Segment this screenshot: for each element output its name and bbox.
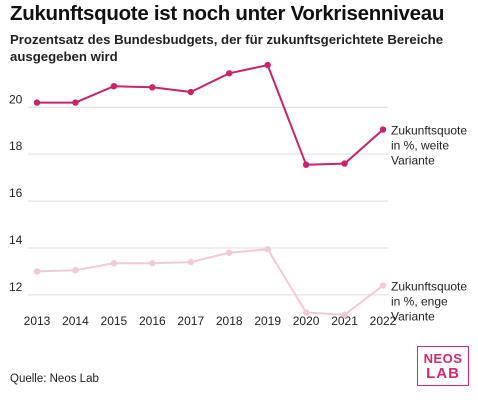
data-point [264,61,271,69]
data-point [302,309,310,316]
y-tick-label: 16 [9,186,23,200]
x-tick-label: 2016 [139,314,166,328]
data-point [226,249,233,256]
x-tick-label: 2020 [293,314,320,328]
series-line [36,248,384,316]
y-tick-label: 18 [9,139,23,153]
y-tick-label: 12 [9,280,23,294]
data-point [72,267,79,274]
data-point [341,311,348,319]
data-point [187,258,194,266]
series-label: Zukunftsquote [391,280,467,294]
y-tick-label: 14 [9,233,23,247]
data-point [226,70,233,77]
chart-subtitle: Prozentsatz des Bundesbudgets, der für z… [10,32,444,64]
logo-line-2: LAB [426,365,460,382]
series-label: in %, weite [391,139,449,153]
x-tick-label: 2022 [370,314,397,328]
data-point [302,161,310,168]
y-tick-label: 20 [9,92,23,106]
logo-line-1: NEOS [423,351,463,366]
x-tick-label: 2017 [177,314,204,328]
data-point [110,82,118,90]
series-label: Variante [391,310,435,324]
data-point [72,99,79,106]
source-note: Quelle: Neos Lab [10,373,99,385]
data-point [33,268,41,275]
data-point [264,245,271,253]
x-tick-label: 2014 [62,314,89,328]
series-label: Variante [391,154,435,168]
data-point [33,99,41,106]
data-point [149,84,156,91]
data-point [187,88,194,96]
data-point [379,126,387,133]
x-tick-label: 2013 [24,314,51,328]
series-label: Zukunftsquote [391,124,467,138]
series-line [37,64,384,166]
x-tick-label: 2021 [331,314,358,328]
data-point [149,260,156,267]
x-tick-label: 2018 [216,314,243,328]
chart-title: Zukunftsquote ist noch unter Vorkrisenni… [10,2,445,25]
data-point [379,282,387,289]
x-tick-label: 2019 [254,314,281,328]
data-point [110,260,118,267]
data-point [341,160,348,167]
series-label: in %, enge [391,295,448,309]
x-tick-label: 2015 [101,314,128,328]
neos-lab-logo: NEOS LAB [417,346,469,386]
